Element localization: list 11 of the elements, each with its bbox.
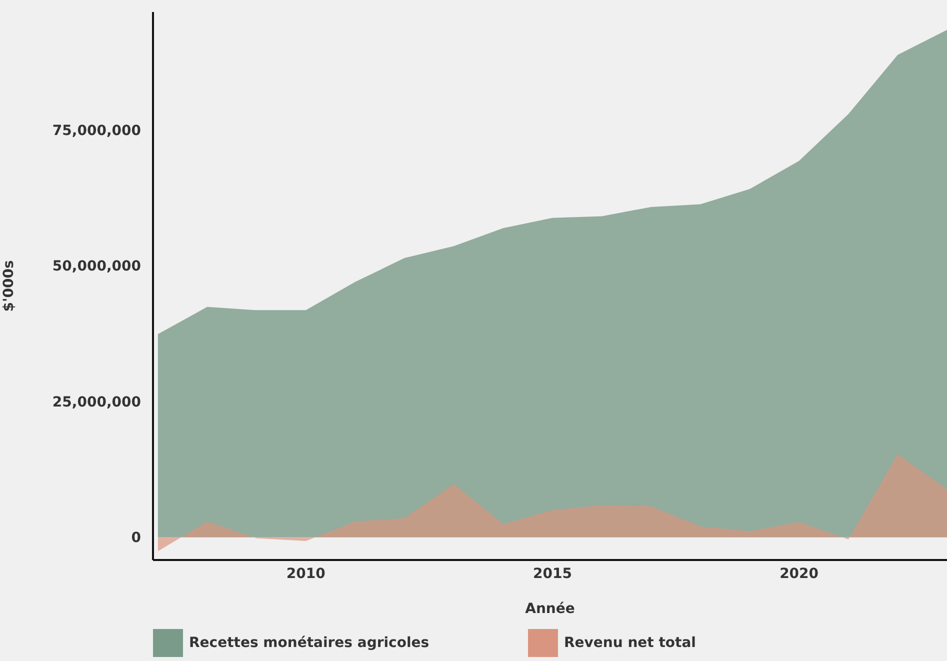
x-tick-label: 2015: [532, 566, 572, 582]
x-axis-title: Année: [525, 601, 575, 617]
y-tick-label: 50,000,000: [52, 258, 142, 275]
y-tick-label: 25,000,000: [52, 394, 142, 410]
legend-label: Recettes monétaires agricoles: [189, 635, 430, 651]
x-tick-label: 2020: [780, 566, 819, 582]
y-tick-label: 0: [131, 530, 142, 546]
legend-label: Revenu net total: [564, 635, 696, 651]
y-tick-label: 75,000,000: [52, 122, 142, 139]
x-tick-label: 2010: [286, 566, 326, 582]
y-axis-title: $'000s: [0, 260, 17, 312]
